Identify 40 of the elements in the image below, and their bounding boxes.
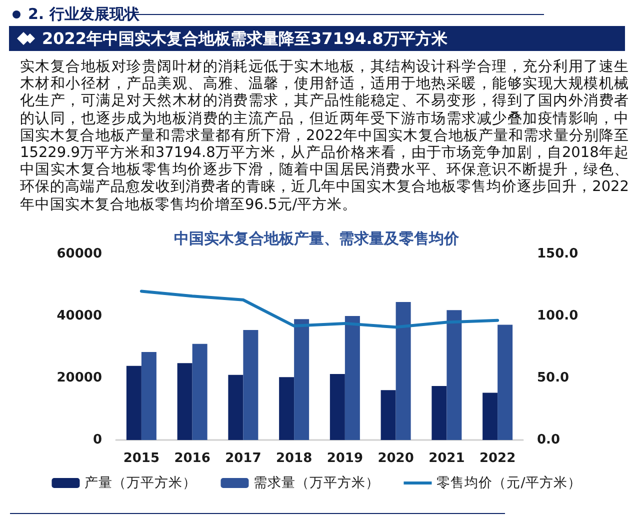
bar [498, 324, 513, 440]
bar [126, 366, 142, 440]
bar [380, 390, 396, 440]
y2-tick-label: 150.0 [537, 246, 578, 262]
legend-label: 产量（万平方米） [84, 475, 197, 491]
y-tick-label: 0 [92, 432, 102, 448]
bar [141, 352, 156, 440]
bar [330, 374, 345, 440]
x-tick-label: 2022 [479, 451, 516, 466]
line-series [140, 290, 500, 329]
legend-label: 零售均价（元/平方米） [436, 475, 582, 491]
bar [294, 319, 310, 440]
chart-title: 中国实木复合地板产量、需求量及零售均价 [174, 230, 460, 248]
x-tick-label: 2015 [123, 451, 160, 466]
x-tick-label: 2019 [326, 451, 364, 466]
x-tick-label: 2018 [276, 451, 312, 466]
x-tick-label: 2020 [378, 451, 414, 466]
y2-tick-label: 50.0 [537, 370, 570, 386]
bar [243, 330, 258, 440]
bar [432, 386, 447, 440]
y2-tick-label: 0.0 [537, 432, 560, 448]
y-tick-label: 60000 [56, 246, 102, 262]
legend-label: 需求量（万平方米） [254, 475, 380, 491]
x-tick-label: 2017 [225, 451, 262, 466]
text: 2022年中国实木复合地板需求量降至37194.8万平方米 [42, 28, 448, 49]
bar [228, 374, 244, 440]
text: 2. 行业发展现状 [28, 4, 140, 24]
bar [279, 377, 294, 440]
y-tick-label: 20000 [56, 370, 102, 386]
y2-tick-label: 100.0 [537, 308, 578, 324]
bar [344, 316, 360, 440]
text: 实木复合地板对珍贵阔叶材的消耗远低于实木地板，其结构设计科学合理，充分利用了速生木材和小径材，产品美观、高雅、温馨，使用舒适，适用于地热采暖，能够实现大规模机械化生产，可满足对天然木材的消费需求，其产品性能稳定、不易变形，得到了国内外消费者的认同，也逐步成为地板消费的主流产品，但近两年受下游市场需求减少叠加疫情影响，中国实木复合地板产量和需求量都有所下滑，2022年中国实木复合地板产量和需求量分别降至15229.9万平方米和37194.8万平方米，从产品价格来看，由于市场竞争加剧，自2018年起中国实木复合地板零售均价逐步下滑，随着中国居民消费水平、环保意识不断提升，绿色、环保的高端产品愈发收到消费者的青睐，近几年中国实木复合地板零售均价逐步回升，2022年中国实木复合地板零售均价增至96.5元/平方米。 [20, 59, 629, 213]
bar [482, 392, 498, 440]
bar [396, 302, 411, 440]
x-tick-label: 2016 [174, 451, 210, 466]
bar [446, 310, 462, 440]
y-tick-label: 40000 [56, 308, 102, 324]
bar [192, 344, 208, 440]
x-tick-label: 2021 [428, 451, 465, 466]
bar [177, 363, 192, 440]
